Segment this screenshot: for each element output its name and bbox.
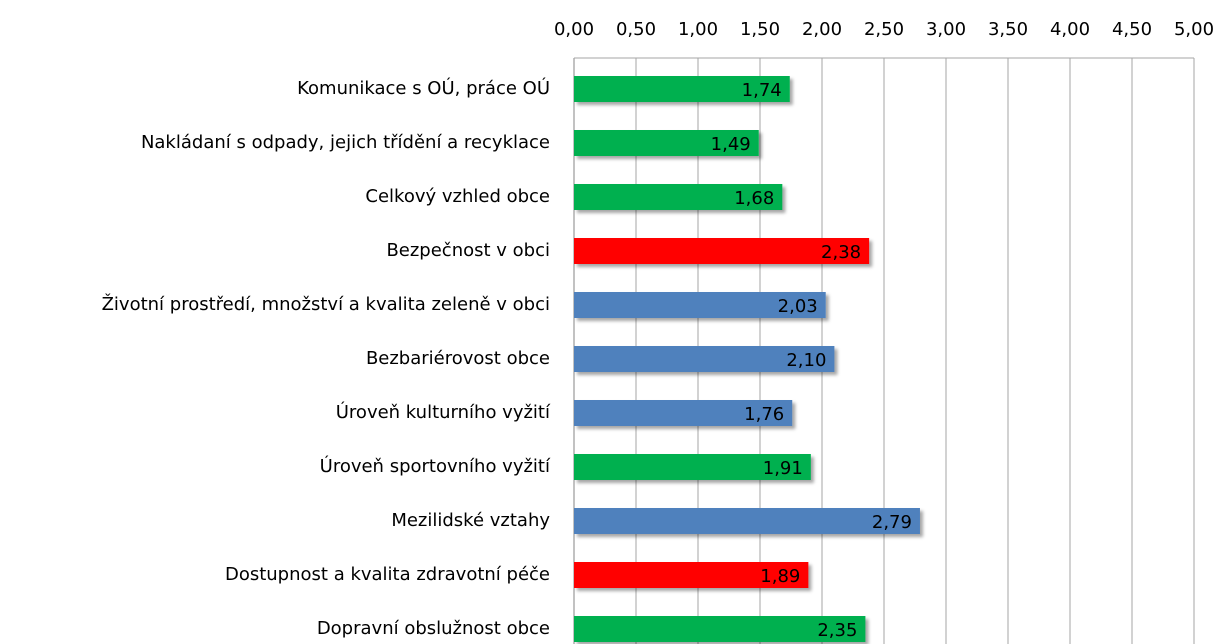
bar <box>574 76 790 102</box>
value-label: 2,10 <box>786 350 826 371</box>
x-tick-label: 1,50 <box>740 19 780 40</box>
x-tick-label: 2,00 <box>802 19 842 40</box>
category-label: Mezilidské vztahy <box>391 510 550 531</box>
value-label: 1,74 <box>742 80 782 101</box>
x-tick-label: 4,50 <box>1112 19 1152 40</box>
value-label: 2,03 <box>778 296 818 317</box>
category-label: Úroveň sportovního vyžití <box>320 455 551 477</box>
value-label: 2,38 <box>821 242 861 263</box>
bar <box>574 130 759 156</box>
category-label: Celkový vzhled obce <box>365 186 550 207</box>
value-label: 2,79 <box>872 512 912 533</box>
bar <box>574 184 783 210</box>
x-tick-label: 0,00 <box>554 19 594 40</box>
category-label: Bezbariérovost obce <box>366 348 550 369</box>
value-label: 1,89 <box>760 566 800 587</box>
category-label: Komunikace s OÚ, práce OÚ <box>297 77 550 99</box>
bar <box>574 238 870 264</box>
value-label: 1,49 <box>711 134 751 155</box>
value-label: 2,35 <box>817 620 857 641</box>
x-tick-label: 3,00 <box>926 19 966 40</box>
bar <box>574 562 809 588</box>
value-label: 1,68 <box>734 188 774 209</box>
bar <box>574 400 793 426</box>
bar <box>574 454 811 480</box>
value-label: 1,76 <box>744 404 784 425</box>
x-tick-label: 4,00 <box>1050 19 1090 40</box>
category-label: Dostupnost a kvalita zdravotní péče <box>225 564 550 585</box>
category-label: Úroveň kulturního vyžití <box>336 401 551 423</box>
x-tick-label: 2,50 <box>864 19 904 40</box>
category-label: Životní prostředí, množství a kvalita ze… <box>102 293 550 315</box>
x-tick-label: 3,50 <box>988 19 1028 40</box>
x-tick-label: 5,00 <box>1174 19 1214 40</box>
bar <box>574 292 826 318</box>
x-tick-label: 0,50 <box>616 19 656 40</box>
category-label: Dopravní obslužnost obce <box>317 618 550 639</box>
bar <box>574 508 920 534</box>
x-tick-label: 1,00 <box>678 19 718 40</box>
value-label: 1,91 <box>763 458 803 479</box>
category-label: Nakládaní s odpady, jejich třídění a rec… <box>141 132 550 153</box>
bar <box>574 346 835 372</box>
bar <box>574 616 866 642</box>
category-label: Bezpečnost v obci <box>386 240 550 261</box>
